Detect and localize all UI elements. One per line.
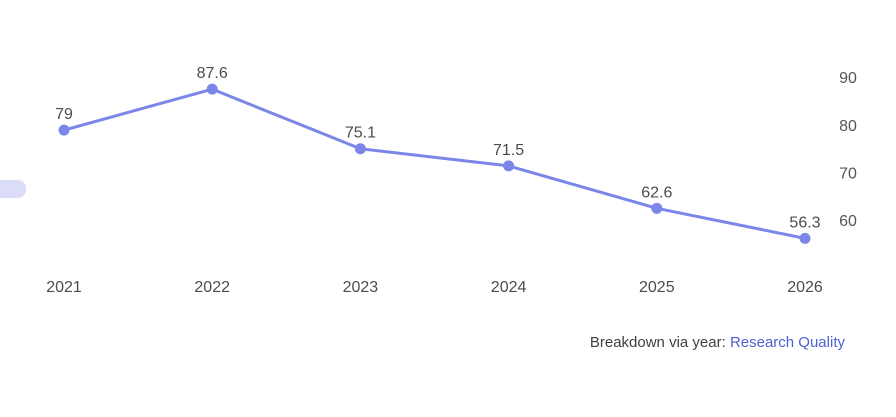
y-axis-tick-label: 80: [839, 118, 857, 135]
data-point-label: 71.5: [493, 142, 524, 159]
chart-footer-caption: Breakdown via year: Research Quality: [590, 334, 845, 351]
data-point-marker[interactable]: [354, 143, 366, 155]
research-quality-link[interactable]: Research Quality: [729, 334, 845, 351]
y-axis-tick-label: 90: [839, 70, 857, 87]
data-point-marker[interactable]: [58, 124, 70, 136]
data-point-marker[interactable]: [799, 232, 811, 244]
x-axis-category-label: 2022: [194, 279, 230, 296]
data-point-label: 79: [55, 106, 73, 123]
data-point-label: 56.3: [789, 214, 820, 231]
data-point-marker[interactable]: [651, 202, 663, 214]
data-point-marker[interactable]: [206, 83, 218, 95]
y-axis-tick-label: 60: [839, 213, 857, 230]
data-point-label: 87.6: [197, 65, 228, 82]
x-axis-category-label: 2023: [343, 279, 379, 296]
y-axis-tick-label: 70: [839, 166, 857, 183]
left-edge-handle[interactable]: [0, 180, 26, 198]
footer-caption-prefix: Breakdown via year:: [589, 334, 730, 351]
x-axis-category-label: 2021: [46, 279, 82, 296]
data-point-label: 75.1: [345, 125, 376, 142]
data-point-label: 62.6: [641, 184, 672, 201]
x-axis-category-label: 2024: [491, 279, 527, 296]
data-point-marker[interactable]: [503, 160, 515, 172]
x-axis-category-label: 2026: [787, 279, 823, 296]
series-line: [62, 87, 807, 240]
x-axis-category-label: 2025: [639, 279, 675, 296]
